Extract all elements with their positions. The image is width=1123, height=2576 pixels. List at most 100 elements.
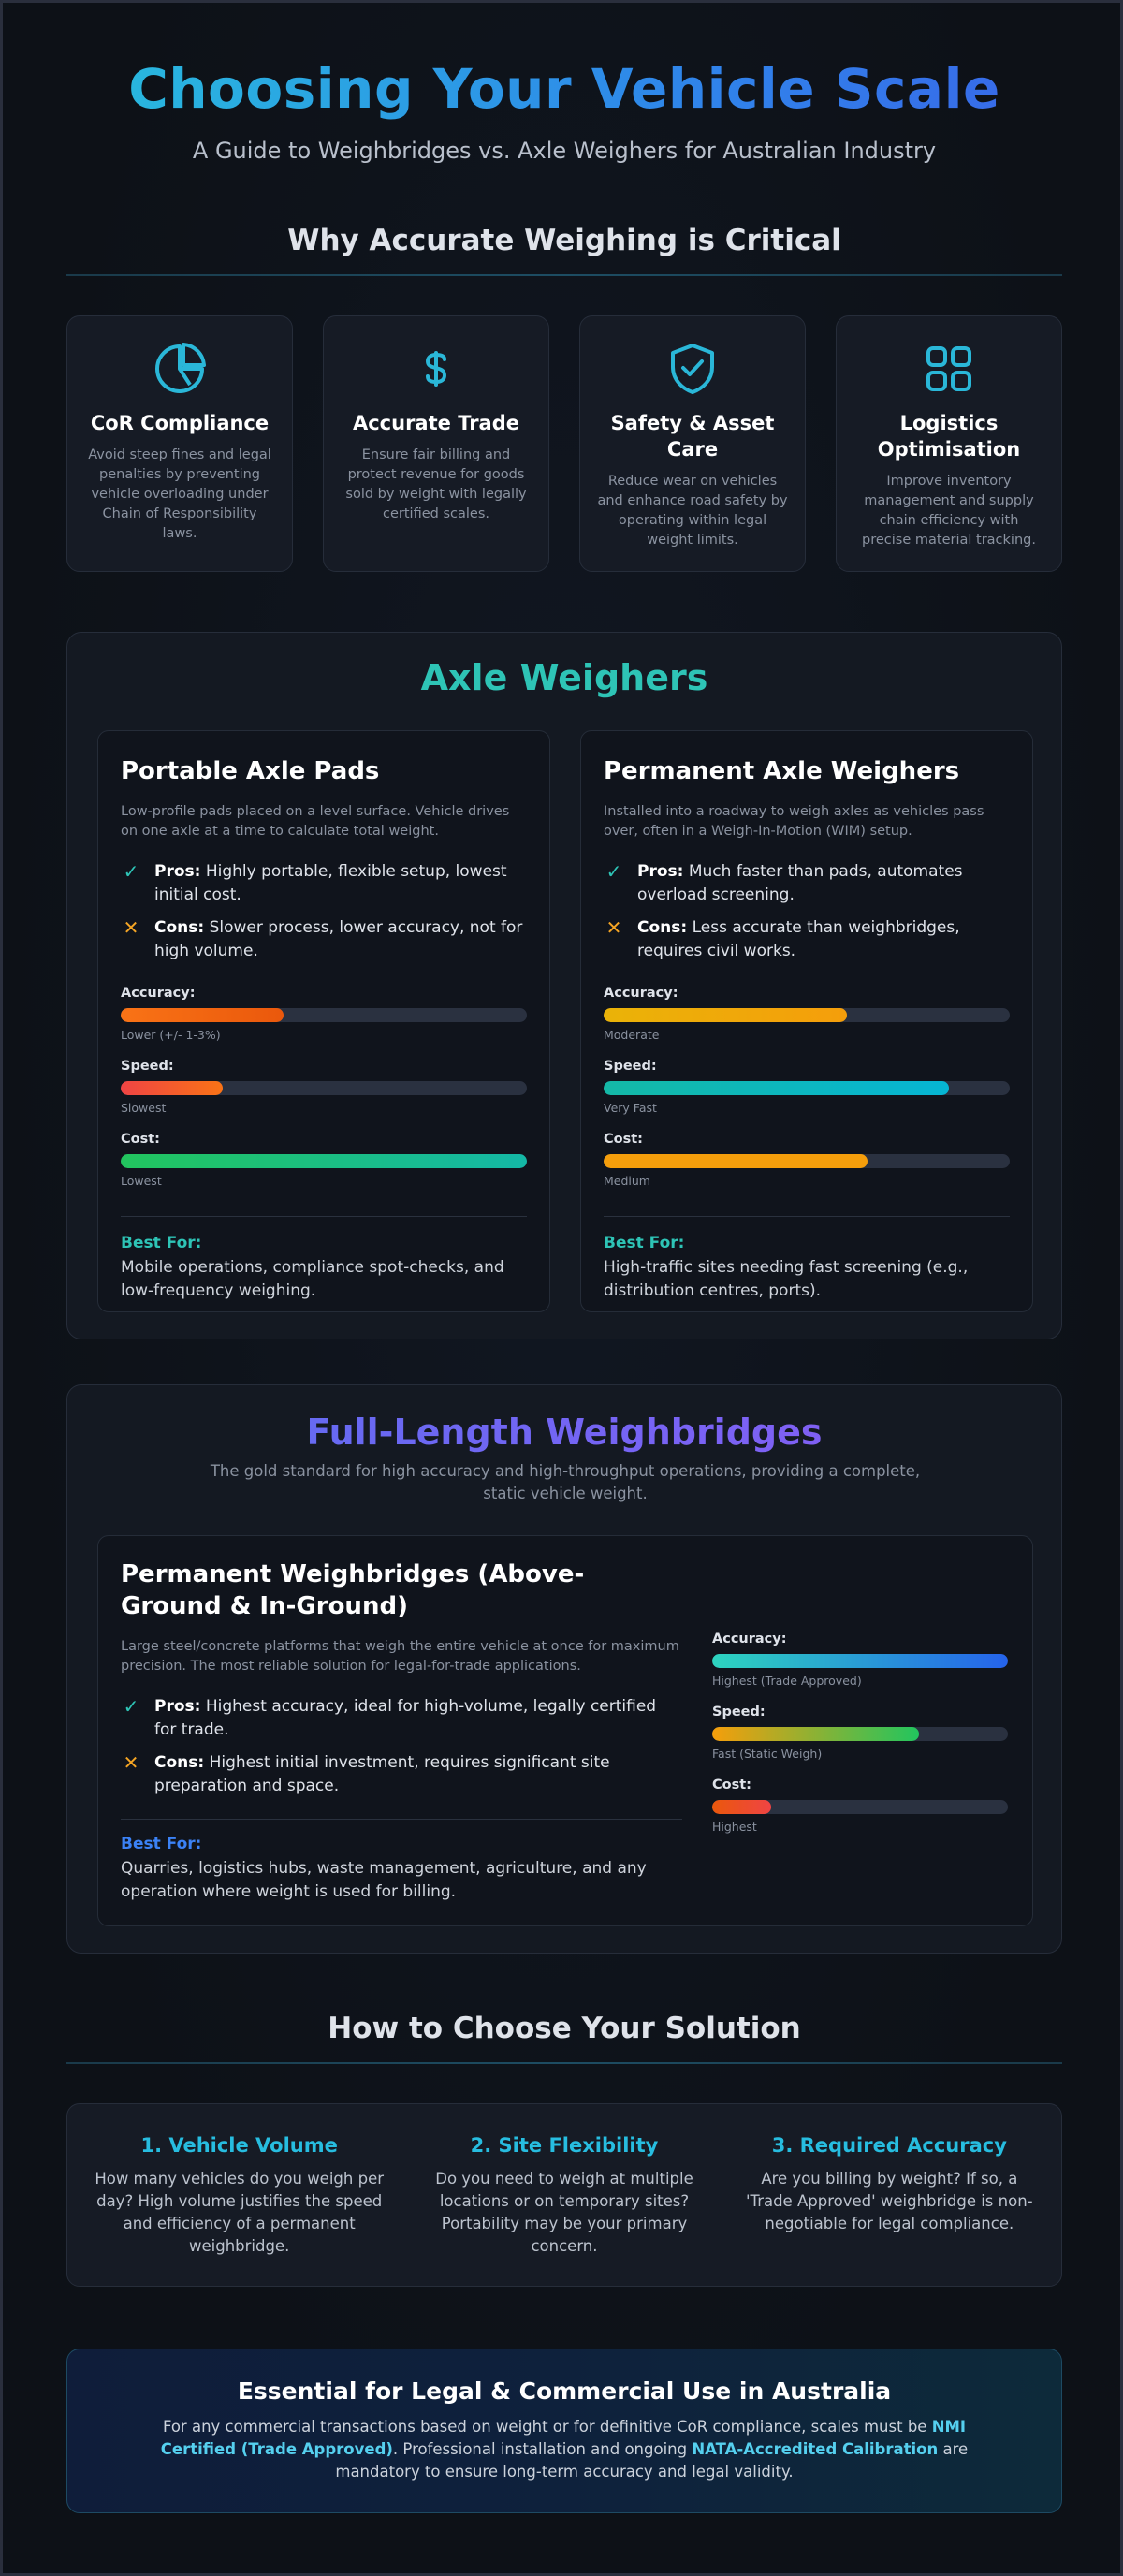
check-icon: ✓ <box>123 1695 139 1718</box>
weighbridge-metrics: Accuracy: Highest (Trade Approved) Speed… <box>712 1632 1008 1834</box>
axle-card-permanent: Permanent Axle Weighers Installed into a… <box>580 730 1033 1312</box>
choose-item-text: How many vehicles do you weigh per day? … <box>95 2170 385 2255</box>
feature-card-safety: Safety & Asset Care Reduce wear on vehic… <box>579 315 806 572</box>
cons-label: Cons: <box>154 918 205 937</box>
metric-speed: Speed: Fast (Static Weigh) <box>712 1705 1008 1761</box>
why-heading: Why Accurate Weighing is Critical <box>287 224 841 257</box>
pros-text: Much faster than pads, automates overloa… <box>637 862 963 904</box>
best-for: Best For: Quarries, logistics hubs, wast… <box>121 1835 682 1904</box>
feature-text: Reduce wear on vehicles and enhance road… <box>597 474 788 548</box>
feature-text: Ensure fair billing and protect revenue … <box>345 447 527 521</box>
metric-speed: Speed: Slowest <box>121 1059 527 1115</box>
cons-row: ✕ Cons: Less accurate than weighbridges,… <box>604 916 1010 963</box>
grid-icon <box>853 341 1044 397</box>
cons-row: ✕ Cons: Slower process, lower accuracy, … <box>121 916 527 963</box>
cross-icon: ✕ <box>123 1751 139 1774</box>
card-description: Large steel/concrete platforms that weig… <box>121 1639 679 1674</box>
choose-item-accuracy: 3. Required Accuracy Are you billing by … <box>740 2134 1039 2286</box>
pros-text: Highest accuracy, ideal for high-volume,… <box>154 1697 657 1739</box>
feature-text: Improve inventory management and supply … <box>862 474 1036 548</box>
metric-bar <box>121 1081 527 1095</box>
choose-item-text: Are you billing by weight? If so, a 'Tra… <box>746 2170 1033 2232</box>
feature-cards: CoR Compliance Avoid steep fines and leg… <box>66 315 1062 572</box>
best-for-text: Quarries, logistics hubs, waste manageme… <box>121 1859 647 1901</box>
weighbridges-panel: Full-Length Weighbridges The gold standa… <box>66 1384 1062 1954</box>
weighbridge-left: Permanent Weighbridges (Above-Ground & I… <box>121 1559 682 1904</box>
metric-cost: Cost: Lowest <box>121 1132 527 1188</box>
cons-label: Cons: <box>637 918 688 937</box>
best-for: Best For: High-traffic sites needing fas… <box>604 1234 1010 1303</box>
feature-card-trade: Accurate Trade Ensure fair billing and p… <box>323 315 549 572</box>
feature-card-logistics: Logistics Optimisation Improve inventory… <box>836 315 1062 572</box>
metric-accuracy: Accuracy: Lower (+/- 1-3%) <box>121 986 527 1042</box>
cross-icon: ✕ <box>605 916 622 939</box>
legal-title: Essential for Legal & Commercial Use in … <box>237 2378 892 2405</box>
choose-divider <box>66 2062 1062 2064</box>
pros-row: ✓ Pros: Highly portable, flexible setup,… <box>121 860 527 907</box>
best-for-label: Best For: <box>121 1835 202 1853</box>
metric-accuracy: Accuracy: Highest (Trade Approved) <box>712 1632 1008 1688</box>
feature-title: CoR Compliance <box>90 412 270 434</box>
metric-fill <box>604 1154 868 1168</box>
metric-speed: Speed: Very Fast <box>604 1059 1010 1115</box>
nata-highlight: NATA-Accredited Calibration <box>692 2440 939 2458</box>
cons-row: ✕ Cons: Highest initial investment, requ… <box>121 1751 682 1798</box>
metric-fill <box>712 1800 772 1814</box>
card-description: Low-profile pads placed on a level surfa… <box>121 804 510 839</box>
metric-cost: Cost: Medium <box>604 1132 1010 1188</box>
check-icon: ✓ <box>123 860 139 883</box>
pros-label: Pros: <box>154 862 201 881</box>
shield-check-icon <box>597 341 788 397</box>
dollar-icon <box>341 341 532 397</box>
divider <box>121 1819 682 1820</box>
feature-text: Avoid steep fines and legal penalties by… <box>88 447 271 541</box>
metric-fill <box>712 1727 920 1741</box>
best-for-text: High-traffic sites needing fast screenin… <box>604 1258 969 1300</box>
metric-bar <box>604 1154 1010 1168</box>
metric-bar <box>712 1654 1008 1668</box>
check-icon: ✓ <box>605 860 622 883</box>
metric-fill <box>712 1654 1008 1668</box>
card-title: Portable Axle Pads <box>121 757 380 785</box>
pie-chart-icon <box>84 341 275 397</box>
divider <box>121 1216 527 1217</box>
pros-label: Pros: <box>637 862 684 881</box>
card-description: Installed into a roadway to weigh axles … <box>604 804 984 839</box>
choose-item-title: 3. Required Accuracy <box>771 2134 1007 2157</box>
metric-bar <box>712 1800 1008 1814</box>
card-title: Permanent Axle Weighers <box>604 757 960 785</box>
choose-item-text: Do you need to weigh at multiple locatio… <box>435 2170 693 2255</box>
metric-cost: Cost: Highest <box>712 1778 1008 1834</box>
best-for-label: Best For: <box>121 1234 202 1252</box>
legal-callout: Essential for Legal & Commercial Use in … <box>66 2349 1062 2513</box>
divider <box>604 1216 1010 1217</box>
cons-label: Cons: <box>154 1753 205 1772</box>
card-title: Permanent Weighbridges (Above-Ground & I… <box>121 1560 585 1620</box>
weighbridge-card: Permanent Weighbridges (Above-Ground & I… <box>97 1535 1033 1926</box>
metric-bar <box>121 1154 527 1168</box>
axle-weighers-panel: Axle Weighers Portable Axle Pads Low-pro… <box>66 632 1062 1339</box>
metric-fill <box>121 1008 284 1022</box>
page-subtitle: A Guide to Weighbridges vs. Axle Weigher… <box>192 138 937 164</box>
metric-fill <box>121 1154 527 1168</box>
choose-item-title: 2. Site Flexibility <box>470 2134 659 2157</box>
best-for: Best For: Mobile operations, compliance … <box>121 1234 527 1303</box>
metric-bar <box>604 1008 1010 1022</box>
pros-row: ✓ Pros: Highest accuracy, ideal for high… <box>121 1695 682 1742</box>
metric-fill <box>604 1081 949 1095</box>
best-for-text: Mobile operations, compliance spot-check… <box>121 1258 504 1300</box>
metric-bar <box>604 1081 1010 1095</box>
choose-item-flexibility: 2. Site Flexibility Do you need to weigh… <box>415 2134 713 2286</box>
feature-title: Safety & Asset Care <box>610 412 775 461</box>
metric-fill <box>121 1081 223 1095</box>
best-for-label: Best For: <box>604 1234 685 1252</box>
feature-title: Logistics Optimisation <box>877 412 1021 461</box>
pros-label: Pros: <box>154 1697 201 1716</box>
choose-cards: 1. Vehicle Volume How many vehicles do y… <box>66 2103 1062 2287</box>
pros-row: ✓ Pros: Much faster than pads, automates… <box>604 860 1010 907</box>
metric-accuracy: Accuracy: Moderate <box>604 986 1010 1042</box>
nmi-highlight: NMI Certified (Trade Approved) <box>160 2418 967 2458</box>
page-title: Choosing Your Vehicle Scale <box>3 57 1123 121</box>
feature-card-cor: CoR Compliance Avoid steep fines and leg… <box>66 315 293 572</box>
